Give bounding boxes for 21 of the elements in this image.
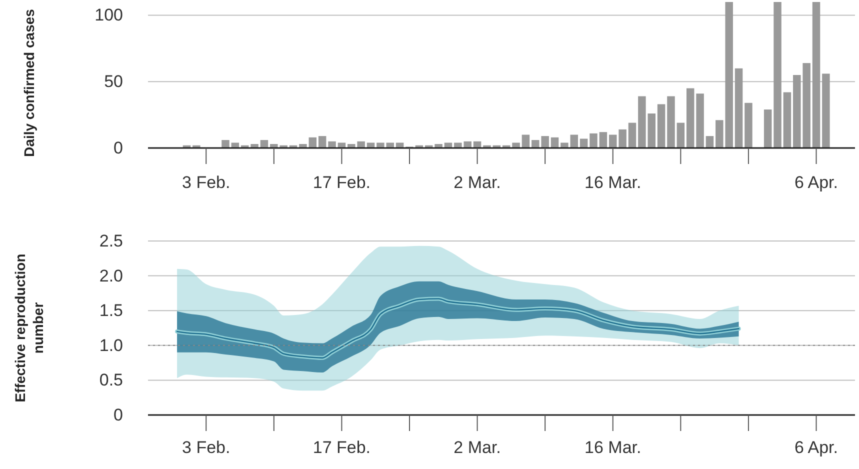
y-tick-label: 1.0 [99, 336, 123, 355]
y-tick-label: 100 [94, 6, 123, 25]
y-tick-label: 1.5 [99, 301, 123, 320]
y-tick-label: 2.5 [99, 231, 123, 250]
x-tick-label: 16 Mar. [584, 438, 642, 458]
y-tick-label: 0.5 [99, 370, 123, 390]
y-axis-title: Effective reproduction number [12, 254, 46, 402]
x-tick-label: 16 Mar. [584, 173, 642, 192]
y-tick-label: 0 [114, 405, 123, 424]
x-tick-label: 3 Feb. [182, 173, 230, 192]
x-tick-label: 17 Feb. [312, 173, 371, 192]
y-tick-label: 2.0 [99, 266, 123, 286]
x-tick-label: 6 Apr. [794, 438, 838, 458]
x-tick-label: 17 Feb. [312, 438, 371, 458]
x-tick-label: 6 Apr. [794, 173, 838, 192]
y-axis-title: Daily confirmed cases [21, 8, 37, 157]
x-tick-label: 2 Mar. [454, 438, 501, 458]
x-tick-label: 3 Feb. [182, 438, 230, 458]
x-tick-label: 2 Mar. [454, 173, 501, 192]
y-tick-label: 0 [114, 138, 123, 158]
y-tick-label: 50 [104, 72, 123, 92]
